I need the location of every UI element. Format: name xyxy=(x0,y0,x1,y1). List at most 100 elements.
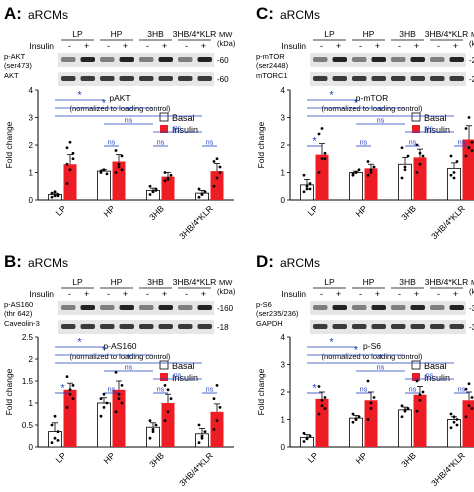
data-point xyxy=(56,430,60,433)
blot-band xyxy=(139,305,154,310)
data-point xyxy=(317,385,321,388)
data-point xyxy=(120,154,124,158)
blot-band xyxy=(313,57,328,62)
blot-band xyxy=(61,76,76,81)
data-point xyxy=(400,176,404,180)
blot-band xyxy=(100,57,115,62)
data-point xyxy=(200,434,204,438)
legend-swatch-basal xyxy=(411,112,421,122)
blot-band xyxy=(100,324,115,329)
chart-subtitle: (normalized to loading control) xyxy=(70,104,171,113)
blot-band xyxy=(178,324,193,329)
blot-band xyxy=(178,76,193,81)
x-category-label: HP xyxy=(353,450,369,466)
sig-label: ns xyxy=(377,118,385,125)
data-point xyxy=(418,393,422,397)
blot-plus-sign: + xyxy=(162,41,167,51)
y-tick-label: 1 xyxy=(281,169,286,178)
panel-c: C:aRCMsLP-+HP-+3HB-+3HB/4*KLR-+InsulinMW… xyxy=(256,4,474,241)
blot-group-label: 3HB/4*KLR xyxy=(425,277,468,287)
data-point xyxy=(452,171,456,174)
data-point xyxy=(449,173,453,177)
blot-kda-label: (kDa) xyxy=(217,287,236,296)
data-point xyxy=(449,426,453,430)
sig-label: ns xyxy=(157,387,165,394)
data-point xyxy=(56,194,60,198)
blot-band xyxy=(100,76,115,81)
blot-band xyxy=(430,305,445,310)
blot-band xyxy=(158,76,173,81)
blot-band xyxy=(61,57,76,62)
data-point xyxy=(68,168,72,172)
bar-insulin xyxy=(315,398,329,447)
bar-insulin xyxy=(413,157,427,200)
data-point xyxy=(218,171,222,174)
blot-minus-sign: - xyxy=(107,289,110,299)
blot-group-label: 3HB/4*KLR xyxy=(173,29,216,39)
blot-protein-label: Caveolin-3 xyxy=(4,319,40,328)
blot-mw-label: MW xyxy=(471,30,474,39)
blot-band xyxy=(371,76,386,81)
y-tick-label: 4 xyxy=(281,86,286,95)
sig-label: * xyxy=(329,337,334,349)
legend-label-basal: Basal xyxy=(172,113,195,123)
data-point xyxy=(305,437,309,441)
bar-basal xyxy=(349,172,363,201)
legend-label-insulin: Insulin xyxy=(172,125,198,135)
sig-label: ns xyxy=(409,387,417,394)
data-point xyxy=(449,412,453,416)
data-point xyxy=(467,146,471,150)
data-point xyxy=(366,160,370,163)
blot-protein-label: p-S6 xyxy=(256,300,272,309)
data-point xyxy=(418,151,422,155)
blot-strip xyxy=(310,53,466,67)
bar-insulin xyxy=(210,171,224,200)
data-point xyxy=(302,173,306,177)
blot-plus-sign: + xyxy=(84,289,89,299)
blot-band xyxy=(139,324,154,329)
blot-plus-sign: + xyxy=(336,41,341,51)
data-point xyxy=(50,191,54,195)
data-point xyxy=(102,392,106,396)
data-point xyxy=(50,441,54,444)
blot-mw-label: MW xyxy=(219,278,233,287)
blot-group-label: 3HB xyxy=(399,29,416,39)
blot-mw-label: MW xyxy=(471,278,474,287)
blot-minus-sign: - xyxy=(185,289,188,299)
data-point xyxy=(464,387,468,391)
panel-letter: D: xyxy=(256,252,274,271)
blot-insulin-label: Insulin xyxy=(29,41,54,51)
blot-protein-label: AKT xyxy=(4,71,19,80)
data-point xyxy=(372,396,376,399)
blot-band xyxy=(61,324,76,329)
blot-band xyxy=(80,324,95,329)
data-point xyxy=(120,384,124,387)
x-category-label: HP xyxy=(101,203,117,219)
sig-label: * xyxy=(354,98,359,110)
blot-band xyxy=(119,76,134,81)
blot-group-label: HP xyxy=(111,29,123,39)
data-point xyxy=(351,420,355,424)
data-point xyxy=(308,187,312,191)
blot-group-label: 3HB/4*KLR xyxy=(425,29,468,39)
data-point xyxy=(105,172,109,176)
blot-band xyxy=(371,324,386,329)
data-point xyxy=(99,414,103,418)
data-point xyxy=(415,409,419,413)
data-point xyxy=(53,436,57,440)
data-point xyxy=(169,173,173,177)
blot-band xyxy=(391,57,406,62)
bar-insulin xyxy=(315,154,329,200)
blot-minus-sign: - xyxy=(146,289,149,299)
panel-letter: A: xyxy=(4,4,22,23)
blot-protein-label: (ser235/236) xyxy=(256,309,299,318)
data-point xyxy=(120,168,124,172)
blot-band xyxy=(158,305,173,310)
blot-minus-sign: - xyxy=(398,41,401,51)
data-point xyxy=(212,428,216,431)
data-point xyxy=(71,151,75,155)
sig-label: * xyxy=(60,383,65,395)
y-axis-label: Fold change xyxy=(4,368,14,415)
data-point xyxy=(418,162,422,166)
